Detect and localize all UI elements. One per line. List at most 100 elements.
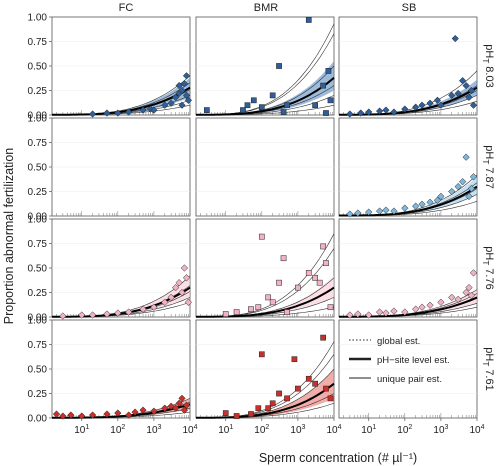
data-point [462, 81, 470, 90]
data-point [312, 380, 318, 387]
data-point [390, 307, 398, 315]
data-point [451, 34, 459, 43]
data-point [114, 409, 122, 417]
data-point [418, 200, 426, 208]
site-curve [196, 286, 335, 318]
data-point [125, 308, 133, 316]
confidence-band [196, 369, 334, 418]
data-point [171, 283, 180, 292]
data-point [250, 97, 257, 104]
data-point [295, 385, 301, 392]
panel-sb-2: pHT 7.76 [338, 218, 495, 319]
x-tick-label: 102 [110, 424, 125, 436]
data-point [204, 107, 210, 113]
data-point [184, 298, 193, 306]
data-point [171, 404, 180, 412]
x-tick-label: 104 [326, 424, 341, 436]
col-header-sb: SB [402, 2, 417, 14]
data-point [175, 81, 183, 90]
data-point [323, 260, 329, 266]
data-point [320, 82, 326, 89]
data-point [178, 394, 186, 403]
y-tick-label: 0.25 [28, 86, 48, 97]
data-point [346, 311, 354, 319]
data-point [276, 63, 282, 69]
x-tick-label: 104 [182, 424, 197, 436]
panel-sb-1: pHT 7.87 [338, 117, 495, 218]
data-point [88, 411, 97, 419]
panel-sb-3: global est. pH−site level est. unique pair… [338, 319, 495, 436]
x-tick-label: 104 [469, 424, 484, 436]
y-tick-label: 0.75 [28, 138, 48, 149]
data-point [284, 102, 290, 109]
panel-bmr-1 [195, 117, 335, 217]
data-point [182, 401, 191, 409]
data-point [59, 412, 67, 420]
data-point [276, 390, 282, 397]
y-tick-label: 1.00 [28, 114, 48, 125]
data-point [222, 410, 229, 416]
row-label: pHT 7.87 [481, 145, 495, 188]
data-point [150, 106, 158, 114]
confidence-band [339, 289, 477, 317]
data-point [454, 182, 462, 191]
data-point [401, 308, 409, 316]
data-point [131, 408, 139, 416]
data-point [462, 153, 470, 161]
data-point [412, 103, 420, 111]
y-tick-label: 0.75 [28, 37, 48, 48]
data-point [323, 110, 329, 116]
data-point [401, 204, 409, 212]
x-tick-label: 103 [146, 424, 161, 436]
data-point [465, 192, 473, 201]
site-curve [52, 86, 191, 116]
data-point [139, 406, 147, 414]
data-point [469, 269, 478, 277]
data-point [469, 173, 478, 181]
data-point [437, 192, 445, 201]
data-point [295, 284, 301, 291]
data-point [327, 304, 334, 311]
data-point [382, 206, 390, 214]
panel-fc-3: 1.00 0.75 0.50 0.25 0.00 101 102 103 104 [28, 316, 198, 437]
data-point [458, 77, 467, 85]
data-point [357, 109, 365, 117]
data-point [265, 405, 272, 412]
data-point [280, 109, 287, 115]
data-point [161, 298, 169, 306]
row-label: pHT 8.03 [481, 44, 495, 87]
data-point [269, 92, 276, 99]
data-point [365, 108, 373, 116]
data-point [454, 89, 462, 98]
data-point [103, 410, 111, 418]
legend-label-2: unique pair est. [377, 374, 442, 385]
data-point [167, 402, 175, 410]
data-point [382, 309, 390, 317]
data-point [269, 299, 276, 306]
data-point [233, 309, 240, 315]
data-point [180, 406, 189, 414]
data-point [426, 198, 434, 206]
data-point [454, 295, 462, 304]
data-point [354, 310, 362, 318]
data-point [255, 304, 262, 311]
panel-sb-0: pHT 8.03 [338, 16, 495, 118]
legend-label-0: global est. [377, 336, 420, 347]
data-point [327, 395, 334, 402]
y-tick-label: 0.75 [28, 340, 48, 351]
y-tick-label: 0.50 [28, 163, 48, 174]
panel-bmr-0 [195, 16, 335, 116]
data-point [312, 274, 318, 281]
y-tick-label: 0.00 [28, 414, 48, 425]
data-point [462, 288, 470, 297]
y-tick-label: 0.50 [28, 264, 48, 275]
x-tick-label: 101 [361, 424, 376, 436]
data-point [433, 96, 442, 104]
data-point [325, 68, 332, 74]
data-point [375, 207, 384, 215]
data-point [248, 306, 254, 313]
data-point [88, 311, 97, 319]
data-point [323, 385, 329, 392]
data-point [412, 202, 420, 210]
